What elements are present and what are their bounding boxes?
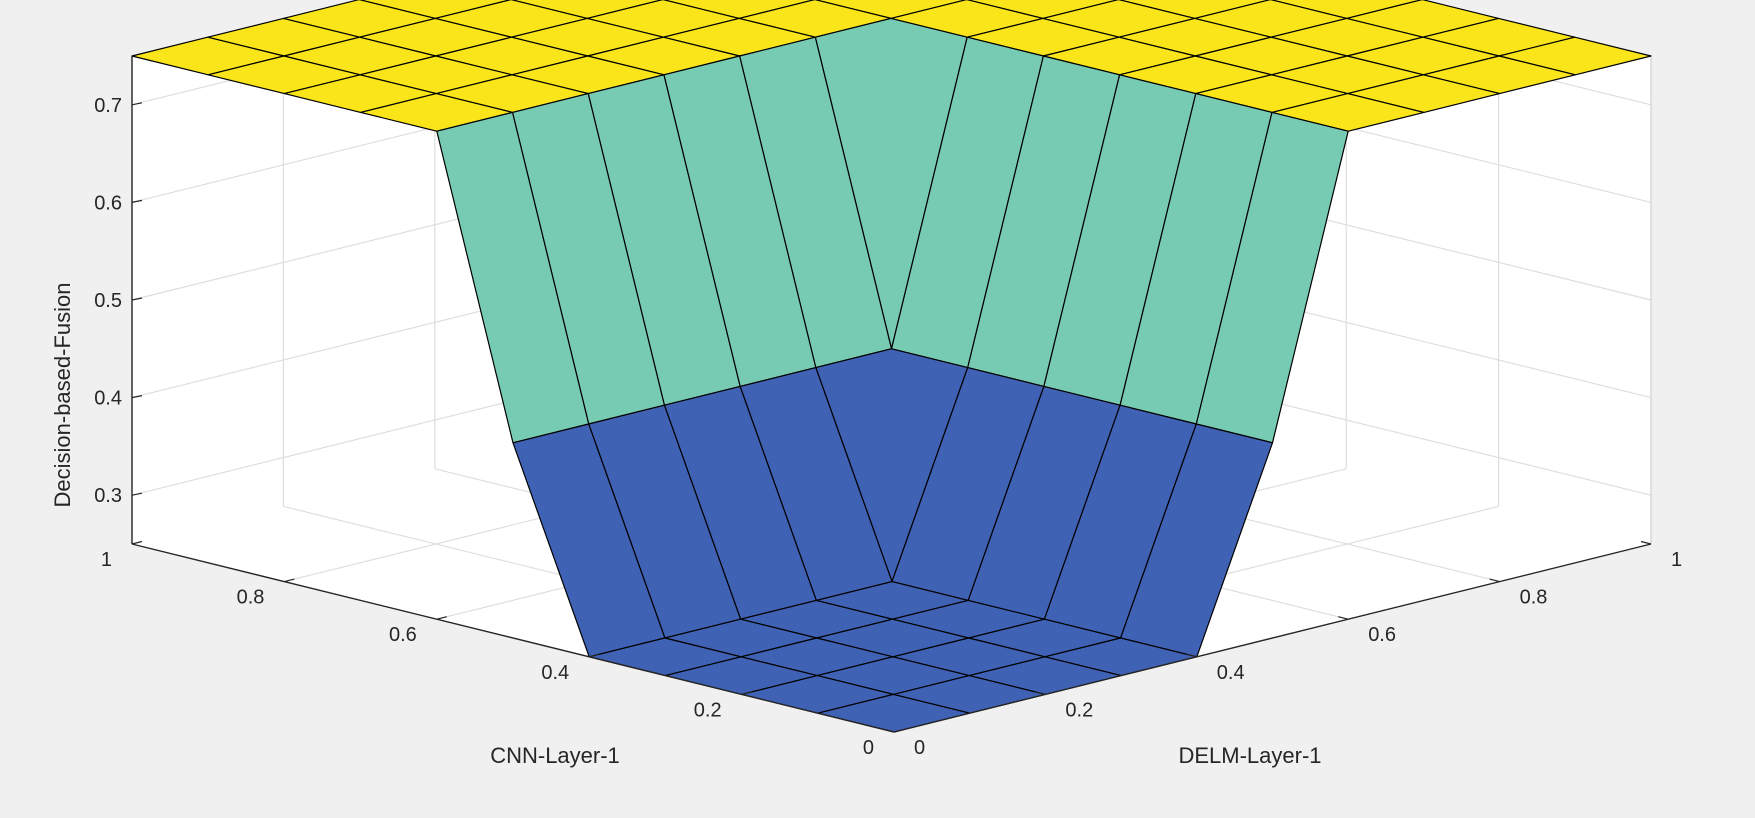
z-tick-label: 0.5 (94, 290, 122, 312)
x-tick (893, 728, 905, 733)
x-tick-label: 0.8 (237, 587, 265, 609)
y-tick-label: 0 (914, 737, 925, 759)
x-tick (131, 540, 143, 545)
axes: 0 0.2 0.4 0.6 0.8 1 0 0.2 0.4 0.6 0.8 1 0.3 0.4 0.5 0.6… (94, 56, 1682, 759)
y-tick-label: 1 (1671, 549, 1682, 571)
z-tick-label: 0.4 (94, 388, 122, 410)
y-tick-label: 0.6 (1368, 624, 1396, 646)
y-tick (1035, 691, 1046, 695)
y-tick (1186, 653, 1197, 658)
x-tick-label: 1 (101, 549, 112, 571)
surface (131, 0, 1652, 733)
y-tick-label: 0.4 (1217, 662, 1245, 684)
x-axis-label: CNN-Layer-1 (490, 743, 620, 768)
x-tick-label: 0 (863, 737, 874, 759)
z-tick-label: 0.6 (94, 192, 122, 214)
y-axis-line (893, 543, 1652, 733)
z-tick (131, 395, 143, 399)
y-tick (1338, 616, 1349, 620)
x-tick (436, 616, 447, 620)
z-tick-label: 0.3 (94, 485, 122, 507)
x-tick (741, 691, 752, 695)
axis-labels: CNN-Layer-1 DELM-Layer-1 Decision-based-… (50, 283, 1322, 769)
y-tick-label: 0.2 (1065, 699, 1093, 721)
y-axis-label: DELM-Layer-1 (1178, 743, 1321, 768)
z-axis-label: Decision-based-Fusion (50, 283, 75, 508)
y-tick (883, 728, 895, 733)
x-axis-line (131, 543, 895, 733)
x-tick-label: 0.4 (541, 662, 569, 684)
z-tick (131, 297, 143, 301)
x-tick (284, 578, 295, 583)
x-tick (589, 653, 600, 658)
z-tick (131, 199, 143, 203)
z-tick (131, 492, 143, 496)
x-tick-label: 0.6 (389, 624, 417, 646)
y-tick (1640, 540, 1652, 545)
y-tick-label: 0.8 (1520, 587, 1548, 609)
y-tick (1489, 578, 1500, 583)
x-tick-label: 0.2 (694, 699, 722, 721)
z-tick (131, 102, 143, 106)
z-tick-label: 0.7 (94, 95, 122, 117)
